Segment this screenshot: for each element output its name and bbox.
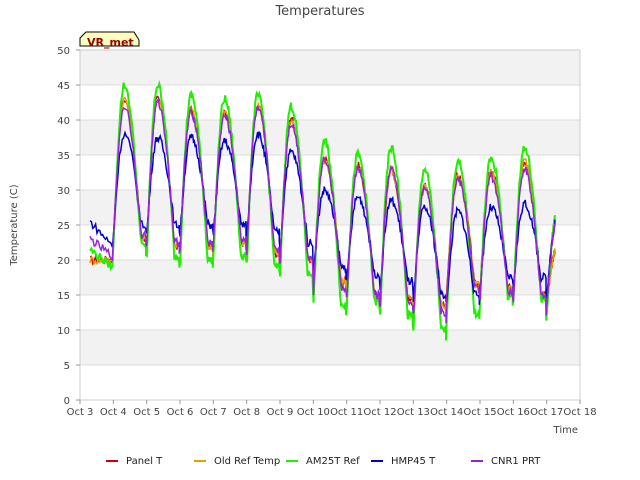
y-tick-label: 5	[64, 361, 70, 372]
chart-title: Temperatures	[274, 4, 364, 19]
y-tick-label: 20	[57, 256, 70, 267]
legend-label-panel-t: Panel T	[126, 456, 163, 467]
band-5-10	[80, 330, 580, 365]
x-tick-label: Oct 11	[330, 407, 363, 418]
x-tick-label: Oct 12	[363, 407, 396, 418]
x-tick-label: Oct 8	[233, 407, 260, 418]
legend: Panel T Old Ref Temp AM25T Ref HMP45 T CNR1 …	[106, 456, 541, 467]
series-line-hmp45-t	[89, 130, 556, 307]
station-badge: VR_met	[79, 31, 140, 49]
x-tick-label: Oct 9	[267, 407, 294, 418]
station-label: VR_met	[87, 36, 134, 49]
x-tick-label: Oct 16	[497, 407, 530, 418]
band-25-30	[80, 190, 580, 225]
x-tick-label: Oct 7	[200, 407, 227, 418]
x-tick-label: Oct 18	[563, 407, 596, 418]
legend-label-hmp45-t: HMP45 T	[391, 456, 436, 467]
legend-label-old-ref-temp: Old Ref Temp	[214, 456, 280, 467]
y-tick-label: 40	[57, 116, 70, 127]
legend-label-am25t-ref: AM25T Ref	[306, 456, 360, 467]
y-tick-label: 15	[57, 291, 70, 302]
y-axis-ticks: 0 5 10 15 20 25 30 35 40 45 50	[57, 46, 80, 407]
x-tick-label: Oct 4	[100, 407, 127, 418]
x-tick-label: Oct 3	[67, 407, 94, 418]
x-tick-label: Oct 14	[430, 407, 463, 418]
x-tick-label: Oct 15	[463, 407, 496, 418]
x-axis-ticks: Oct 3 Oct 4 Oct 5 Oct 6 Oct 7 Oct 8 Oct 9 Oct 1…	[67, 400, 597, 418]
y-tick-label: 25	[57, 221, 70, 232]
plot-background-bands	[80, 50, 580, 365]
y-tick-label: 0	[64, 396, 70, 407]
x-tick-label: Oct 13	[397, 407, 430, 418]
y-tick-label: 10	[57, 326, 70, 337]
y-tick-label: 45	[57, 81, 70, 92]
series-lines	[89, 79, 556, 341]
x-tick-label: Oct 10	[297, 407, 330, 418]
y-axis-label: Temperature (C)	[9, 184, 20, 266]
x-tick-label: Oct 17	[530, 407, 563, 418]
x-axis-label: Time	[553, 425, 578, 436]
x-tick-label: Oct 5	[133, 407, 160, 418]
legend-label-cnr1-prt: CNR1 PRT	[491, 456, 541, 467]
x-tick-label: Oct 6	[167, 407, 194, 418]
y-tick-label: 35	[57, 151, 70, 162]
series-line-cnr1-prt	[89, 96, 556, 324]
band-45-50	[80, 50, 580, 85]
y-tick-label: 30	[57, 186, 70, 197]
y-tick-label: 50	[57, 46, 70, 57]
band-15-20	[80, 260, 580, 295]
